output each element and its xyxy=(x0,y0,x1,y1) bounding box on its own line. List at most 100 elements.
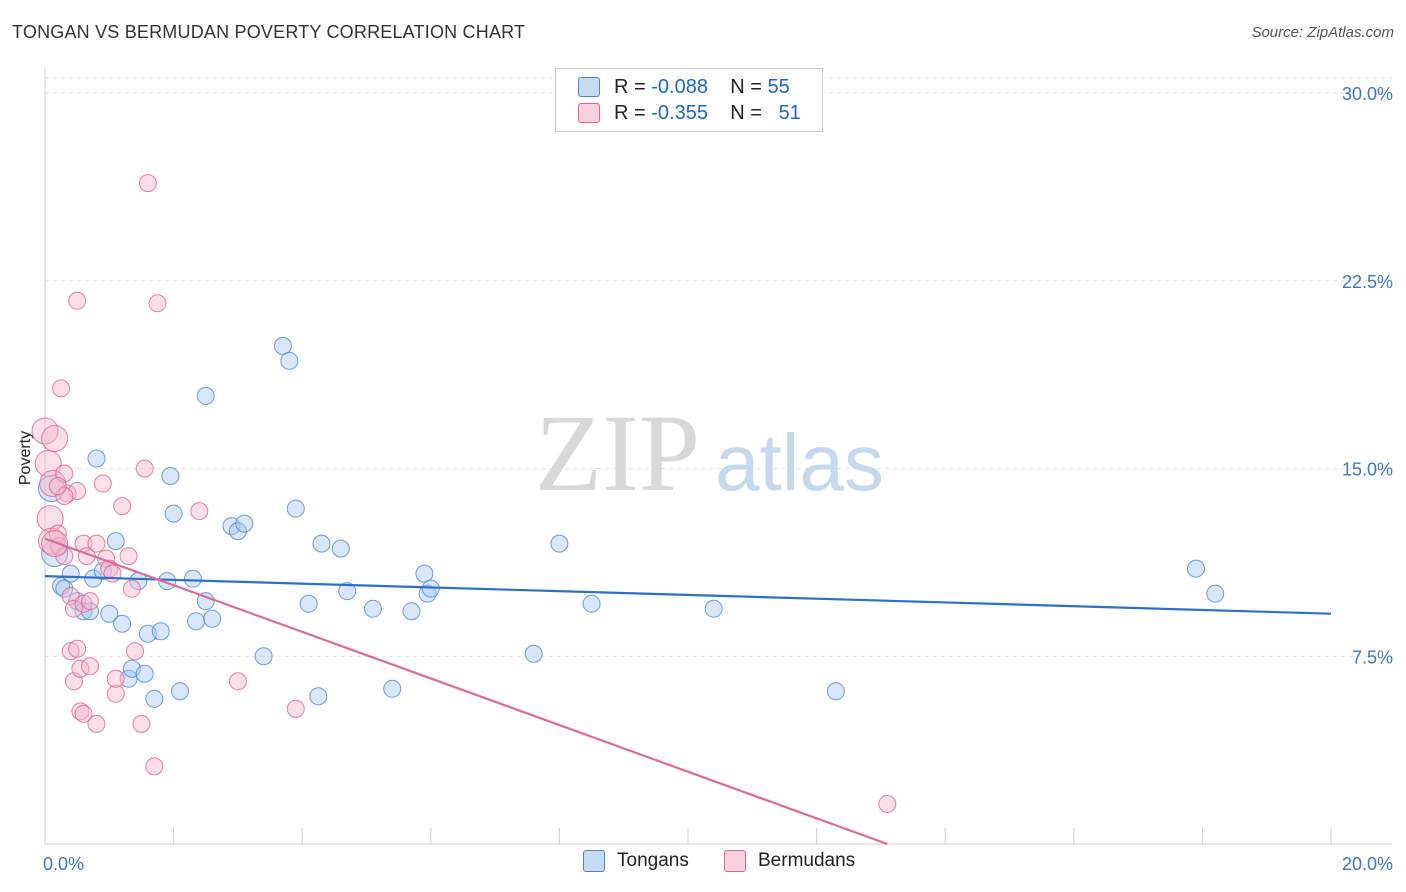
tick-labels: 7.5% 15.0% 22.5% 30.0% 0.0% 20.0% xyxy=(43,84,1393,874)
data-point-tongans xyxy=(106,532,125,551)
data-point-bermudans xyxy=(190,502,209,521)
data-point-bermudans xyxy=(132,714,151,733)
data-point-bermudans xyxy=(81,592,100,611)
data-point-bermudans xyxy=(228,672,247,691)
legend-label-tongans: Tongans xyxy=(617,850,689,871)
data-point-tongans xyxy=(55,579,74,598)
data-point-tongans xyxy=(550,534,569,553)
data-point-tongans xyxy=(164,504,183,523)
legend-label-bermudans: Bermudans xyxy=(758,850,856,871)
stats-legend: R = -0.088 N = 55 R = -0.355 N = 51 xyxy=(555,68,823,132)
watermark-atlas: atlas xyxy=(715,418,884,507)
data-point-tongans xyxy=(151,622,170,641)
y-tick-label: 7.5% xyxy=(1352,647,1393,667)
legend-n-value: 55 xyxy=(767,75,790,98)
data-point-tongans xyxy=(61,564,80,583)
data-point-tongans xyxy=(309,687,328,706)
data-point-bermudans xyxy=(286,699,305,718)
data-point-bermudans xyxy=(87,534,106,553)
data-point-tongans xyxy=(1206,584,1225,603)
data-point-tongans xyxy=(171,682,190,701)
data-point-bermudans xyxy=(122,579,141,598)
legend-swatch-bermudans xyxy=(578,103,600,123)
data-point-tongans xyxy=(273,336,292,355)
data-point-tongans xyxy=(135,664,154,683)
data-point-bermudans xyxy=(74,704,93,723)
data-point-tongans xyxy=(331,539,350,558)
data-point-bermudans xyxy=(145,757,164,776)
legend-n-label: N = xyxy=(730,75,762,98)
data-point-bermudans xyxy=(148,294,167,313)
data-point-tongans xyxy=(402,602,421,621)
x-tick-label: 0.0% xyxy=(43,854,84,874)
trend-line-bermudans xyxy=(44,537,888,846)
legend-swatch-tongans xyxy=(583,850,605,872)
data-point-tongans xyxy=(81,602,100,621)
data-point-tongans xyxy=(113,614,132,633)
data-point-tongans xyxy=(299,594,318,613)
data-point-tongans xyxy=(235,514,254,533)
data-point-bermudans xyxy=(41,530,69,558)
source-label: Source: ZipAtlas.com xyxy=(1251,24,1394,41)
data-point-tongans xyxy=(254,647,273,666)
data-point-bermudans xyxy=(106,669,125,688)
data-point-tongans xyxy=(183,569,202,588)
data-point-tongans xyxy=(196,386,215,405)
data-point-tongans xyxy=(280,351,299,370)
data-point-bermudans xyxy=(71,702,90,721)
data-point-tongans xyxy=(582,594,601,613)
data-point-bermudans xyxy=(106,684,125,703)
legend-n-value: 51 xyxy=(778,101,801,124)
data-point-bermudans xyxy=(68,291,87,310)
data-point-bermudans xyxy=(41,424,69,452)
data-point-bermudans xyxy=(119,547,138,566)
data-point-bermudans xyxy=(68,639,87,658)
data-point-bermudans xyxy=(87,714,106,733)
data-point-bermudans xyxy=(126,642,145,661)
data-point-bermudans xyxy=(878,794,897,813)
data-point-tongans xyxy=(338,582,357,601)
y-tick-label: 22.5% xyxy=(1342,272,1393,292)
trend-line-tongans xyxy=(44,575,1332,615)
data-point-tongans xyxy=(228,522,247,541)
legend-n-label: N = xyxy=(730,101,762,124)
data-point-tongans xyxy=(187,612,206,631)
legend-item-tongans: Tongans xyxy=(583,850,689,872)
data-point-bermudans xyxy=(31,417,59,445)
data-point-tongans xyxy=(196,592,215,611)
data-point-tongans xyxy=(363,599,382,618)
chart-title: TONGAN VS BERMUDAN POVERTY CORRELATION C… xyxy=(12,22,526,42)
legend-r-value: -0.088 xyxy=(651,75,708,98)
data-point-tongans xyxy=(312,534,331,553)
watermark-zip: ZIP xyxy=(535,392,700,514)
data-point-tongans xyxy=(100,604,119,623)
data-point-bermudans xyxy=(48,477,67,496)
data-point-tongans xyxy=(161,467,180,486)
trend-lines xyxy=(44,537,1332,846)
data-point-tongans xyxy=(87,449,106,468)
data-point-tongans xyxy=(418,584,437,603)
data-point-bermudans xyxy=(34,450,62,478)
data-point-bermudans xyxy=(64,599,83,618)
legend-item-bermudans: Bermudans xyxy=(724,850,855,872)
data-point-tongans xyxy=(383,679,402,698)
data-point-tongans xyxy=(203,609,222,628)
legend-r-value: -0.355 xyxy=(651,101,708,124)
data-point-bermudans xyxy=(103,564,122,583)
data-point-bermudans xyxy=(135,459,154,478)
x-tick-label: 20.0% xyxy=(1342,854,1393,874)
legend-row-tongans: R = -0.088 N = 55 xyxy=(578,75,790,99)
data-point-bermudans xyxy=(138,174,157,193)
data-point-bermudans xyxy=(113,497,132,516)
legend-swatch-bermudans xyxy=(724,850,746,872)
data-point-tongans xyxy=(704,599,723,618)
data-points xyxy=(31,174,1225,813)
y-tick-label: 30.0% xyxy=(1342,84,1393,104)
data-point-bermudans xyxy=(52,379,71,398)
data-point-bermudans xyxy=(93,474,112,493)
data-point-bermudans xyxy=(55,487,74,506)
data-point-tongans xyxy=(826,682,845,701)
data-point-tongans xyxy=(286,499,305,518)
legend-row-bermudans: R = -0.355 N = 51 xyxy=(578,101,801,125)
